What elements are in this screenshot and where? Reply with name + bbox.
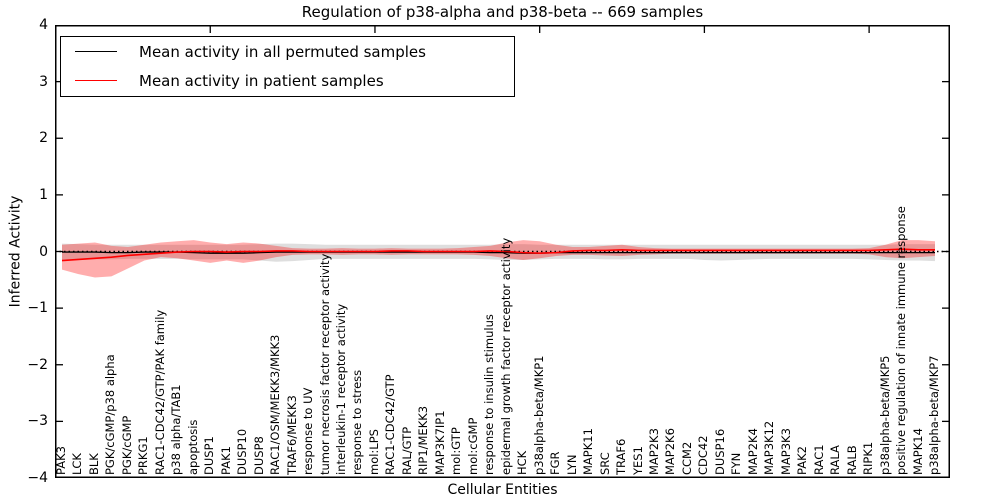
x-tick-label: FYN [729,452,744,475]
x-tick-label: PAK2 [795,446,810,475]
x-tick-label: RAC1-CDC42/GTP [383,374,398,475]
x-tick-label: response to stress [350,369,365,475]
y-axis-title: Inferred Activity [7,195,24,308]
x-tick-label: LYN [564,454,579,475]
x-tick-label: epidermal growth factor receptor activit… [498,237,513,475]
x-tick-label: LCK [70,453,85,475]
x-tick-label: MAPK11 [581,428,596,475]
legend-box: Mean activity in all permuted samples Me… [60,36,515,97]
x-tick-label: p38alpha-beta/MKP7 [927,355,941,475]
x-tick-label: PAK1 [218,446,233,475]
legend-label-permuted: Mean activity in all permuted samples [139,42,426,61]
y-tick-label: −2 [27,356,48,373]
x-tick-label: mol:LPS [366,429,381,475]
y-tick-label: 4 [39,17,48,33]
x-tick-label: RIPK1 [861,441,876,475]
y-tick-label: 0 [39,243,48,260]
legend-label-patient: Mean activity in patient samples [139,71,384,90]
x-tick-label: interleukin-1 receptor activity [334,303,349,475]
x-tick-label: MAP3K12 [762,420,777,475]
x-tick-label: RAL/GTP [399,426,414,475]
chart-title: Regulation of p38-alpha and p38-beta -- … [301,3,704,21]
x-tick-label: MAP3K3 [778,428,793,475]
x-tick-label: BLK [86,453,101,475]
x-tick-label: RAC1-CDC42/GTP/PAK family [152,309,167,475]
x-tick-label: p38alpha-beta/MKP5 [877,355,892,475]
x-tick-label: YES1 [630,446,645,475]
y-tick-label: −1 [27,300,48,317]
plot-area: PAK3 LCK BLK PGK/cGMP/p38 alpha PGK/cGMP PRKG… [54,25,950,478]
x-tick-label: RIP1/MEKK3 [416,405,431,475]
x-tick-label: MAP2K4 [745,428,760,475]
x-tick-label: PAK3 [54,446,68,475]
x-tick-label: PRKG1 [136,436,151,475]
y-tick-label: 2 [39,130,48,147]
x-tick-label: RALB [844,445,859,475]
x-tick-label: PGK/cGMP [119,415,134,475]
x-tick-label: p38 alpha/TAB1 [169,384,184,475]
x-tick-label: MAP2K3 [646,428,661,475]
x-tick-label: HCK [515,450,530,475]
x-tick-label: mol:cGMP [465,417,480,475]
x-tick-label: p38alpha-beta/MKP1 [531,355,546,475]
x-tick-label: SRC [597,452,612,475]
y-tick-label: −4 [27,470,48,486]
x-tick-label: response to UV [301,387,316,475]
x-tick-label: DUSP16 [712,428,727,475]
x-tick-label: DUSP10 [235,428,250,475]
permuted-mean-line [62,251,935,254]
patient-band [62,240,935,278]
x-tick-label: FGR [548,451,563,475]
x-tick-label: TRAF6/MEKK3 [284,395,299,475]
y-tick-label: −3 [27,413,48,430]
x-tick-label: MAPK14 [910,428,925,475]
plot-border [55,25,950,478]
x-tick-label: RAC1 [811,444,826,475]
legend-item-permuted: Mean activity in all permuted samples [61,37,514,66]
x-tick-label: MAP3K7IP1 [432,410,447,475]
x-tick-label: positive regulation of innate immune res… [894,206,909,475]
y-tick-label: 3 [39,73,48,90]
x-tick-label: CDC42 [696,435,711,475]
red-line-swatch-icon [75,80,117,81]
x-tick-label: RALA [828,445,843,475]
x-tick-label: tumor necrosis factor receptor activity [317,253,332,475]
x-axis-title: Cellular Entities [447,482,558,498]
patient-mean-line [61,248,935,262]
x-tick-label: response to insulin stimulus [482,314,497,475]
x-tick-label: RAC1/OSM/MEKK3/MKK3 [268,334,283,475]
black-line-swatch-icon [75,51,117,52]
x-tick-label: MAP2K6 [663,428,678,475]
x-tick-label: TRAF6 [614,438,629,475]
x-tick-label: CCM2 [679,441,694,475]
x-tick-label: mol:GTP [449,427,464,475]
plot-canvas [55,25,950,478]
legend-item-patient: Mean activity in patient samples [61,66,514,95]
x-tick-label: DUSP1 [202,436,217,475]
x-tick-label: apoptosis [185,419,200,475]
x-tick-label: PGK/cGMP/p38 alpha [103,354,118,475]
x-tick-label: DUSP8 [251,436,266,475]
y-tick-label: 1 [39,186,48,203]
